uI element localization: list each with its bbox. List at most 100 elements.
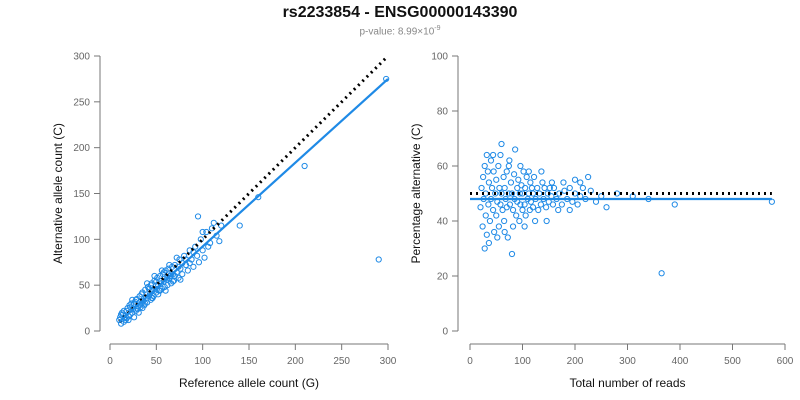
panel-1-data-point: [138, 291, 145, 298]
panel-2-x-tick-label: 500: [724, 356, 741, 367]
panel-2-data-point: [506, 157, 513, 164]
panel-1-data-point: [147, 282, 154, 289]
panel-2-data-point: [485, 239, 492, 247]
panel-2-data-point: [498, 140, 505, 148]
panel-2-data-point: [532, 217, 539, 225]
panel-2-data-point: [579, 184, 586, 192]
panel-1-data-point: [127, 304, 134, 311]
panel-2-data-point: [517, 162, 524, 170]
panel-2-x-tick-label: 300: [619, 356, 636, 367]
panel-2-x-tick-label: 400: [672, 356, 689, 367]
panel-2-data-point: [520, 168, 527, 175]
panel-1-data-point: [201, 254, 208, 261]
panel-2-y-axis-title: Percentage alternative (C): [409, 123, 423, 263]
panel-1-data-point: [301, 162, 308, 170]
panel-2-data-point: [492, 190, 499, 197]
panel-1-data-point: [166, 261, 173, 269]
panel-2-data-point: [493, 212, 500, 219]
panel-1-data-point: [130, 314, 138, 321]
panel-2-data-point: [505, 162, 512, 170]
panel-2-data-point: [501, 228, 508, 236]
panel-2-data-point: [549, 201, 557, 208]
panel-1-data-point: [171, 272, 178, 280]
panel-1-data-point: [125, 316, 132, 324]
panel-1-x-tick-label: 0: [107, 356, 113, 367]
panel-1-x-tick-label: 250: [333, 356, 350, 367]
panel-2-data-point: [519, 206, 526, 214]
panel-2-x-tick-label: 600: [777, 356, 794, 367]
panel-2-y-tick-label: 20: [437, 272, 449, 283]
panel-2-data-point: [501, 217, 508, 225]
panel-2-data-point: [550, 184, 558, 192]
panel-2-data-point: [481, 162, 488, 170]
panel-1-data-point: [165, 265, 172, 272]
panel-2-data-point: [504, 234, 511, 241]
panel-2-data-point: [561, 187, 568, 194]
panel-2-data-point: [516, 190, 523, 197]
panel-2-data-point: [485, 179, 492, 186]
panel-2-data-point: [491, 228, 498, 236]
panel-1-data-point: [236, 222, 243, 229]
panel-1-x-axis-title: Reference allele count (G): [179, 376, 319, 390]
panel-2-data-point: [481, 245, 488, 252]
panel-2-data-point: [508, 190, 516, 197]
panel-2-y-tick-label: 40: [437, 217, 449, 228]
panel-1-data-point: [123, 307, 130, 314]
panel-2-data-point: [503, 168, 510, 175]
panel-1-data-point: [128, 300, 135, 307]
panel-2-data-point: [490, 151, 497, 159]
panel-2-data-point: [495, 162, 502, 170]
panel-2-data-point: [512, 146, 519, 153]
panel-2-data-point: [499, 206, 506, 214]
panel-2-data-point: [497, 201, 504, 208]
panel-2-data-point: [495, 223, 502, 230]
panel-2-data-point: [558, 201, 565, 208]
panel-2-data-point: [585, 173, 592, 181]
panel-2-data-point: [539, 179, 546, 186]
panel-2-data-point: [513, 212, 520, 219]
panel-1-data-point: [194, 252, 201, 259]
panel-2-data-point: [482, 212, 489, 219]
panel-1-y-tick-label: 300: [73, 52, 90, 63]
panel-2-data-point: [493, 176, 500, 183]
p-value-text: p-value: 8.99×10: [359, 26, 435, 38]
panel-1-data-point: [162, 287, 169, 294]
panel-2-data-point: [477, 204, 484, 211]
panel-2-data-point: [478, 184, 485, 192]
panel-1-data-point: [142, 300, 149, 307]
panel-2-data-point: [501, 184, 508, 192]
panel-1-data-point: [210, 219, 217, 226]
panel-2-data-point: [496, 184, 503, 192]
panel-1-data-point: [120, 307, 128, 314]
panel-1-data-point: [132, 296, 140, 303]
panel-2-data-point: [577, 179, 584, 186]
panel-1-data-point: [186, 260, 193, 267]
panel-2-data-point: [506, 201, 513, 208]
panel-1-data-point: [160, 269, 167, 276]
panel-2-data-point: [488, 184, 496, 192]
panel-2-data-point: [537, 201, 544, 208]
panel-1-y-tick-label: 250: [73, 97, 90, 108]
panel-1-data-point: [158, 267, 165, 274]
panel-1-data-point: [151, 272, 158, 280]
panel-2-data-point: [541, 184, 548, 192]
panel-2-data-point: [497, 151, 504, 159]
panel-1-y-tick-label: 200: [73, 143, 90, 154]
panel-2-data-point: [523, 173, 530, 181]
panel-2-data-point: [490, 168, 497, 175]
panel-1-data-point: [216, 238, 223, 245]
panel-1-data-point: [194, 213, 202, 220]
panel-1-data-point: [143, 280, 151, 287]
panel-2-data-point: [515, 176, 522, 183]
panel-1-data-point: [169, 278, 177, 285]
panel-2-x-axis-title: Total number of reads: [569, 376, 685, 390]
panel-2-data-point: [510, 171, 518, 178]
panel-2-data-point: [521, 201, 528, 208]
panel-1-fit-line: [118, 78, 389, 323]
panel-1-data-point: [155, 291, 162, 298]
panel-2-x-tick-label: 0: [467, 356, 473, 367]
p-value-exponent: -9: [434, 25, 441, 32]
panel-2-data-point: [490, 206, 497, 214]
panel-2-data-point: [530, 173, 538, 181]
